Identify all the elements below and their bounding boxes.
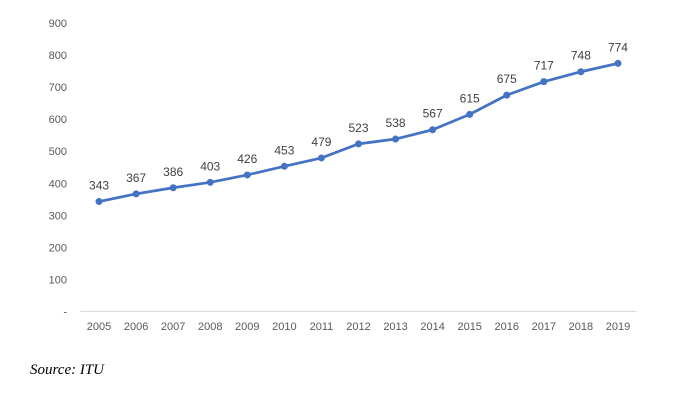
data-label: 386: [163, 165, 183, 179]
x-tick-label: 2012: [346, 321, 370, 333]
data-label: 567: [423, 107, 443, 121]
data-label: 479: [311, 135, 331, 149]
data-point-marker: [577, 68, 585, 76]
data-label: 453: [274, 143, 294, 157]
source-note: Source: ITU: [30, 362, 105, 378]
y-tick-label: 100: [49, 274, 67, 286]
x-tick-label: 2008: [198, 321, 222, 333]
data-point-marker: [280, 162, 288, 170]
data-label: 367: [126, 171, 146, 185]
y-tick-label: 500: [49, 146, 67, 158]
x-tick-label: 2005: [87, 321, 111, 333]
data-point-marker: [429, 126, 437, 134]
x-tick-label: 2015: [457, 321, 481, 333]
data-point-marker: [132, 190, 140, 198]
data-label: 403: [200, 159, 220, 173]
x-tick-label: 2009: [235, 321, 259, 333]
data-point-marker: [169, 184, 177, 192]
data-point-marker: [317, 154, 325, 162]
x-tick-label: 2018: [569, 321, 593, 333]
line-chart: - 100 200 300 400 500 600 700 800 900 2005 2006 2007…: [49, 18, 637, 333]
x-tick-label: 2011: [310, 321, 334, 333]
y-tick-label: 700: [49, 82, 67, 94]
y-tick-label: 400: [49, 178, 67, 190]
data-label: 774: [608, 40, 628, 54]
y-tick-label: 800: [49, 50, 67, 62]
data-point-marker: [503, 91, 511, 99]
y-tick-label: 300: [49, 210, 67, 222]
data-label: 717: [534, 59, 554, 73]
data-label: 426: [237, 152, 257, 166]
x-tick-label: 2006: [124, 321, 148, 333]
data-label: 748: [571, 49, 591, 63]
data-label: 538: [386, 116, 406, 130]
y-tick-label: 900: [49, 18, 67, 30]
y-tick-label: -: [63, 307, 67, 319]
data-label: 523: [348, 121, 368, 135]
data-point-marker: [466, 110, 474, 118]
data-point-marker: [355, 140, 362, 148]
x-tick-label: 2016: [495, 321, 519, 333]
data-point-marker: [206, 178, 214, 186]
data-point-marker: [392, 135, 400, 143]
y-tick-label: 600: [49, 114, 67, 126]
data-point-marker: [614, 59, 622, 67]
x-tick-label: 2007: [161, 321, 185, 333]
data-label: 675: [497, 72, 517, 86]
data-label: 615: [460, 91, 480, 105]
x-tick-label: 2013: [383, 321, 407, 333]
data-point-marker: [540, 78, 548, 86]
x-tick-label: 2017: [532, 321, 556, 333]
y-tick-label: 200: [49, 242, 67, 254]
data-label: 343: [89, 179, 109, 193]
x-tick-label: 2019: [606, 321, 630, 333]
data-point-marker: [243, 171, 251, 179]
data-point-marker: [95, 198, 103, 206]
x-tick-label: 2010: [272, 321, 296, 333]
x-tick-label: 2014: [420, 321, 444, 333]
